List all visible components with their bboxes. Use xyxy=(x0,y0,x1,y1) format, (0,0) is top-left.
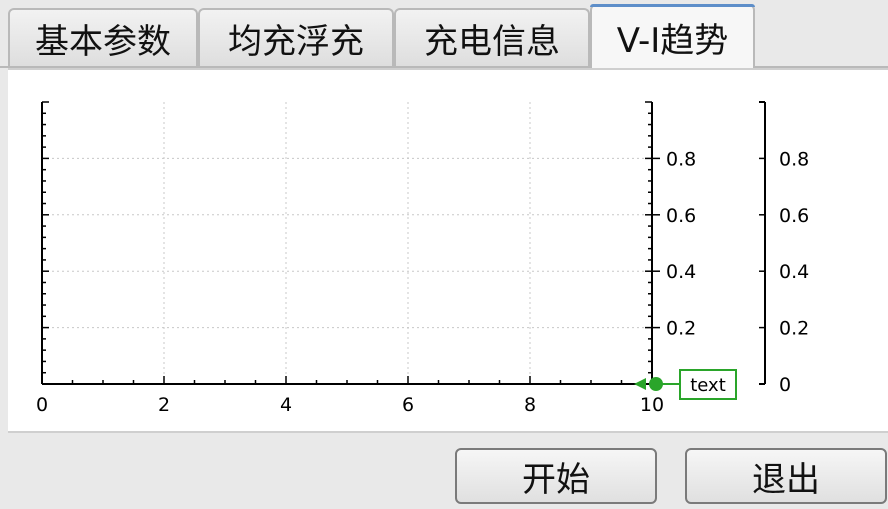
chart-grid xyxy=(42,102,652,384)
right-y-tick-label: 0.4 xyxy=(666,261,696,283)
marker-label: text xyxy=(690,375,726,396)
second-right-y-tick-label: 0.6 xyxy=(779,205,809,227)
chart-axes xyxy=(41,101,653,385)
x-tick-label: 6 xyxy=(402,394,414,416)
tab-equalize-float-charge[interactable]: 均充浮充 xyxy=(198,8,394,66)
second-right-y-tick-label: 0 xyxy=(779,374,791,396)
right-y-tick-label: 0.2 xyxy=(666,318,696,340)
second-right-y-tick-label: 0.4 xyxy=(779,261,809,283)
chart-panel: 0 2 4 6 8 10 0.8 0.6 0.4 0.2 0.8 0.6 0.4 0.2 0 text xyxy=(8,68,888,433)
start-button[interactable]: 开始 xyxy=(455,448,657,504)
tab-bar-divider xyxy=(0,66,888,68)
tab-vi-trend[interactable]: V-I趋势 xyxy=(590,4,755,68)
marker-dot xyxy=(649,377,663,391)
tab-charge-info[interactable]: 充电信息 xyxy=(394,8,590,66)
tab-basic-params[interactable]: 基本参数 xyxy=(8,8,198,66)
x-tick-label: 10 xyxy=(640,394,664,416)
right-y-tick-label: 0.8 xyxy=(666,148,696,170)
x-axis-ticks: 0 2 4 6 8 10 xyxy=(36,394,664,416)
tab-bar: 基本参数 均充浮充 充电信息 V-I趋势 xyxy=(0,0,888,68)
vi-trend-chart[interactable]: 0 2 4 6 8 10 0.8 0.6 0.4 0.2 0.8 0.6 0.4 0.2 0 text xyxy=(0,68,888,433)
right-y-tick-label: 0.6 xyxy=(666,205,696,227)
x-tick-label: 4 xyxy=(280,394,292,416)
x-tick-label: 0 xyxy=(36,394,48,416)
x-tick-label: 2 xyxy=(158,394,170,416)
second-right-y-tick-label: 0.2 xyxy=(779,318,809,340)
chart-marker: text xyxy=(634,369,737,400)
second-right-y-axis: 0.8 0.6 0.4 0.2 0 xyxy=(759,101,809,396)
marker-pointer xyxy=(634,378,646,390)
exit-button[interactable]: 退出 xyxy=(685,448,887,504)
second-right-y-tick-label: 0.8 xyxy=(779,148,809,170)
x-tick-label: 8 xyxy=(524,394,536,416)
right-y-axis: 0.8 0.6 0.4 0.2 xyxy=(645,101,696,385)
marker-label-box xyxy=(679,369,737,400)
